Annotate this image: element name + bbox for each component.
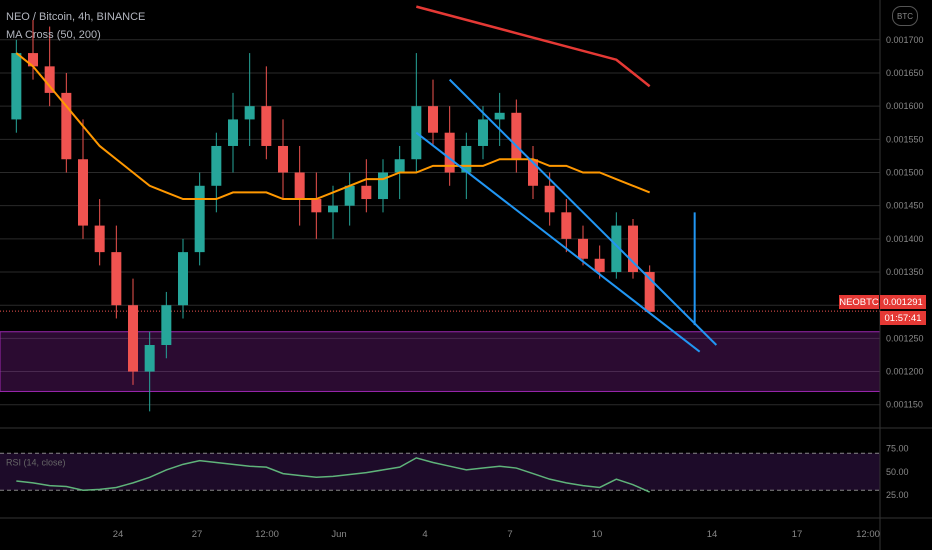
y-tick-label: 0.001600 <box>886 101 924 111</box>
candle-body <box>278 145 288 173</box>
candle-body <box>328 205 338 213</box>
y-tick-label: 0.001550 <box>886 134 924 144</box>
candle-body <box>361 185 372 200</box>
candle-body <box>161 305 172 346</box>
y-tick-label: 0.001350 <box>886 267 924 277</box>
candle-body <box>128 305 138 372</box>
candle-body <box>378 172 388 200</box>
y-tick-label: 0.001150 <box>886 400 923 410</box>
y-tick-label: 0.001200 <box>886 367 924 377</box>
candle-body <box>194 185 205 253</box>
x-tick-label: 24 <box>113 529 124 540</box>
candle-body <box>394 159 405 173</box>
candle-body <box>528 159 538 186</box>
candle-body <box>44 66 55 93</box>
candle-body <box>261 106 272 146</box>
x-tick-label: 4 <box>422 529 427 540</box>
x-tick-label: 12:00 <box>255 529 279 540</box>
trendline <box>415 131 701 353</box>
y-tick-label: 0.001650 <box>886 68 924 78</box>
ma-slow-line <box>416 5 651 88</box>
rsi-line <box>16 457 650 493</box>
candle-body <box>344 185 355 206</box>
x-tick-label: 17 <box>792 529 803 540</box>
candle-body <box>478 119 488 146</box>
candle-body <box>511 112 522 160</box>
chart-title: NEO / Bitcoin, 4h, BINANCE <box>6 11 146 23</box>
candle-body <box>428 106 438 133</box>
candle-body <box>244 106 255 120</box>
candle-body <box>628 225 638 273</box>
candle-body <box>494 112 505 120</box>
x-tick-label: Jun <box>331 529 346 540</box>
rsi-tick-label: 25.00 <box>886 490 909 500</box>
y-tick-label: 0.001400 <box>886 234 924 244</box>
x-tick-label: 27 <box>192 529 203 540</box>
price-tag-symbol: NEOBTC <box>839 295 879 309</box>
ma-fast-line <box>15 52 651 201</box>
candle-body <box>11 53 22 120</box>
y-tick-label: 0.001450 <box>886 201 924 211</box>
rsi-tick-label: 75.00 <box>886 444 909 454</box>
x-tick-label: 14 <box>707 529 718 540</box>
candle-body <box>61 92 72 160</box>
trendline <box>448 78 718 346</box>
candle-body <box>211 145 222 186</box>
x-tick-label: 7 <box>507 529 512 540</box>
candle-body <box>78 159 88 226</box>
candle-body <box>311 199 322 213</box>
candle-body <box>461 145 472 173</box>
candle-body <box>444 132 455 173</box>
candle-body <box>94 225 105 253</box>
candle-body <box>561 212 572 239</box>
candle-body <box>228 119 238 146</box>
y-tick-label: 0.001700 <box>886 35 924 45</box>
candle-body <box>111 252 122 306</box>
rsi-tick-label: 50.00 <box>886 467 909 477</box>
candle-body <box>644 272 655 312</box>
y-tick-label: 0.001250 <box>886 333 924 343</box>
rsi-band <box>0 453 880 491</box>
candle-body <box>178 252 188 306</box>
x-tick-label: 10 <box>592 529 603 540</box>
candle-body <box>578 238 588 259</box>
price-tag-price: 0.001291 <box>880 295 926 309</box>
candle-body <box>594 258 605 273</box>
candle-body <box>294 172 305 200</box>
indicator-label: MA Cross (50, 200) <box>6 29 101 41</box>
rsi-label: RSI (14, close) <box>6 457 66 467</box>
candle-body <box>144 345 155 372</box>
x-tick-label: 12:00 <box>856 529 880 540</box>
currency-badge[interactable]: BTC <box>892 6 918 26</box>
y-tick-label: 0.001500 <box>886 168 924 178</box>
candle-body <box>611 225 622 273</box>
candle-body <box>28 53 38 67</box>
candle-body <box>544 185 555 213</box>
price-tag-countdown: 01:57:41 <box>880 311 926 325</box>
